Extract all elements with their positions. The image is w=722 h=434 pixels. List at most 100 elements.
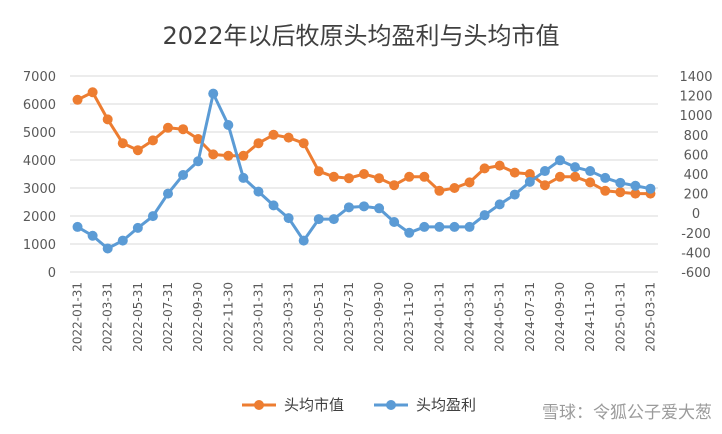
- x-tick-label: 2024-01-31: [432, 282, 446, 352]
- data-point: [464, 221, 475, 232]
- legend-swatch-marker: [254, 400, 264, 410]
- data-point: [253, 138, 264, 149]
- right-tick-label: 1400: [679, 70, 712, 85]
- left-y-axis: 0 1000 2000 3000 4000 5000 6000 7000: [23, 70, 56, 281]
- x-tick-label: 2022-03-31: [101, 282, 115, 352]
- data-point: [343, 173, 354, 184]
- x-tick-label: 2022-01-31: [71, 282, 85, 352]
- data-point: [117, 235, 128, 246]
- legend-item: 头均盈利: [374, 396, 476, 414]
- left-tick-label: 1000: [23, 238, 56, 253]
- data-point: [313, 166, 324, 177]
- x-tick-label: 2025-03-31: [643, 282, 657, 352]
- legend-item: 头均市值: [242, 396, 344, 414]
- x-tick-label: 2023-07-31: [342, 282, 356, 352]
- data-point: [630, 180, 641, 191]
- data-point: [494, 199, 505, 210]
- right-tick-label: 1200: [679, 90, 712, 105]
- x-tick-label: 2022-07-31: [161, 282, 175, 352]
- data-point: [374, 203, 385, 214]
- data-point: [132, 145, 143, 156]
- right-tick-label: -600: [681, 266, 711, 281]
- data-point: [555, 155, 565, 166]
- data-point: [539, 166, 550, 177]
- data-point: [268, 200, 279, 211]
- data-point: [570, 171, 581, 182]
- series-layer: [72, 87, 656, 254]
- data-point: [223, 120, 234, 130]
- x-tick-label: 2022-09-30: [191, 282, 205, 352]
- data-point: [298, 235, 309, 246]
- series-1: [72, 87, 656, 199]
- data-point: [208, 88, 219, 99]
- x-tick-label: 2022-05-31: [131, 282, 145, 352]
- right-tick-label: 1000: [679, 109, 712, 124]
- data-point: [87, 230, 98, 241]
- data-point: [600, 185, 611, 196]
- x-tick-label: 2024-03-31: [463, 282, 477, 352]
- data-point: [464, 177, 475, 188]
- data-point: [193, 134, 204, 144]
- data-point: [313, 214, 324, 225]
- data-point: [645, 183, 656, 194]
- data-point: [615, 177, 626, 188]
- data-point: [268, 129, 279, 140]
- legend-label: 头均市值: [284, 396, 344, 414]
- x-tick-label: 2024-11-30: [583, 282, 597, 352]
- data-point: [630, 188, 641, 199]
- data-point: [102, 114, 113, 125]
- data-point: [585, 166, 596, 177]
- left-tick-label: 3000: [23, 182, 56, 197]
- data-point: [163, 188, 173, 199]
- data-point: [238, 150, 249, 161]
- right-tick-label: 400: [684, 168, 709, 183]
- data-point: [555, 171, 565, 182]
- data-point: [253, 186, 264, 197]
- x-tick-label: 2024-07-31: [523, 282, 537, 352]
- x-axis: 2022-01-31 2022-03-31 2022-05-31 2022-07-31…: [71, 282, 658, 352]
- data-point: [570, 162, 581, 173]
- data-point: [328, 214, 339, 225]
- x-tick-label: 2023-09-30: [372, 282, 386, 352]
- data-point: [298, 138, 309, 149]
- data-point: [359, 201, 369, 212]
- right-tick-label: 200: [684, 188, 709, 203]
- data-point: [419, 171, 430, 182]
- legend: 头均市值 头均盈利: [242, 396, 476, 414]
- legend-label: 头均盈利: [416, 396, 476, 414]
- series-2: [72, 88, 656, 254]
- x-tick-label: 2023-03-31: [282, 282, 296, 352]
- data-point: [479, 163, 490, 174]
- chart-title: 2022年以后牧原头均盈利与头均市值: [162, 22, 559, 50]
- data-point: [449, 221, 460, 232]
- data-point: [178, 169, 189, 180]
- right-tick-label: 800: [684, 129, 709, 144]
- data-point: [87, 87, 98, 98]
- data-point: [72, 94, 83, 105]
- right-tick-label: -200: [681, 227, 711, 242]
- x-tick-label: 2025-01-31: [613, 282, 627, 352]
- data-point: [193, 156, 204, 167]
- left-tick-label: 7000: [23, 70, 56, 85]
- data-point: [374, 173, 385, 184]
- right-y-axis: -600 -400 -200 0 200 400 600 800 1000 1200 1400: [679, 70, 712, 281]
- x-tick-label: 2023-01-31: [251, 282, 265, 352]
- data-point: [238, 172, 249, 183]
- data-point: [178, 124, 189, 135]
- left-tick-label: 6000: [23, 98, 56, 113]
- data-point: [147, 211, 158, 222]
- x-tick-label: 2023-05-31: [312, 282, 326, 352]
- data-point: [343, 202, 354, 213]
- data-point: [389, 217, 400, 228]
- watermark: 雪球：令狐公子爱大葱: [542, 403, 712, 423]
- data-point: [404, 171, 415, 182]
- data-point: [585, 177, 596, 188]
- left-tick-label: 4000: [23, 154, 56, 169]
- data-point: [117, 138, 128, 149]
- legend-swatch-marker: [386, 400, 396, 410]
- data-point: [147, 135, 158, 146]
- data-point: [328, 171, 339, 182]
- left-tick-label: 2000: [23, 210, 56, 225]
- data-point: [449, 183, 460, 193]
